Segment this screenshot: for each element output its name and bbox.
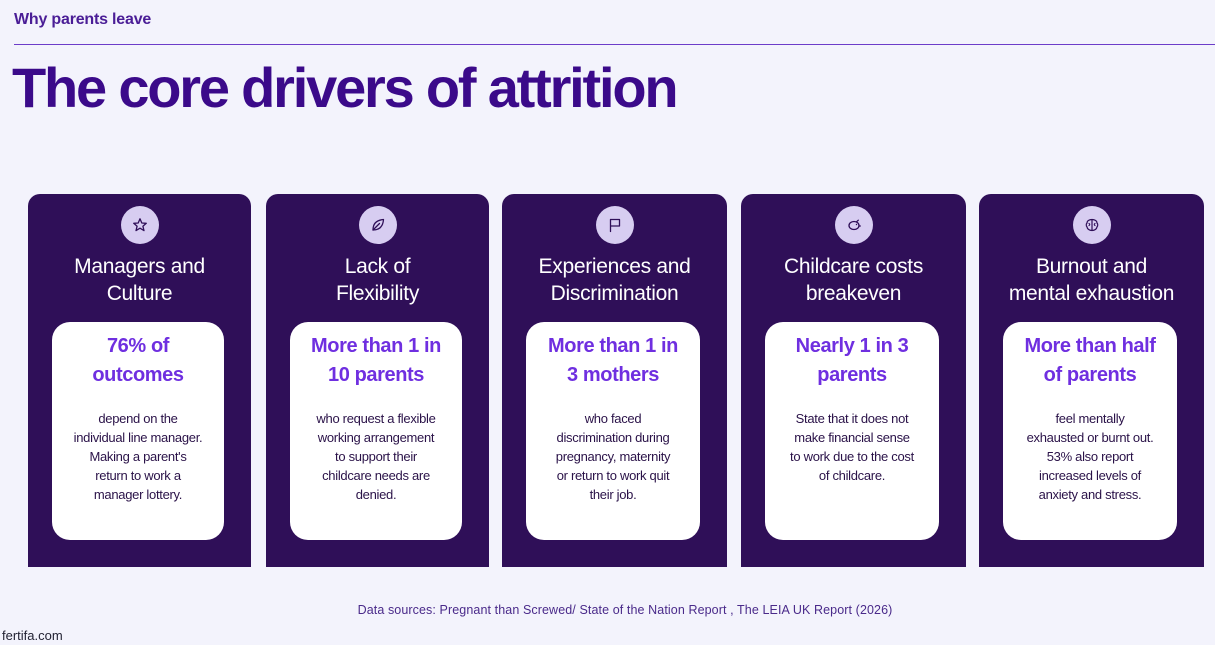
card-title: Burnout and mental exhaustion	[1008, 255, 1175, 305]
stat-description: feel mentally exhausted or burnt out. 53…	[1026, 411, 1154, 502]
stat-value: More than half of parents	[1024, 335, 1156, 386]
stat-description: depend on the individual line manager. M…	[73, 411, 203, 502]
stat-box: More than half of parents feel mentally …	[1003, 322, 1177, 540]
stat-value: 76% of outcomes	[92, 335, 184, 386]
flag-icon	[595, 206, 634, 244]
card-title: Childcare costs breakeven	[783, 255, 924, 305]
card-managers-culture: Managers and Culture 76% of outcomes dep…	[28, 194, 251, 567]
stat-box: More than 1 in 3 mothers who faced discr…	[526, 322, 700, 540]
stat-description: State that it does not make financial se…	[790, 411, 914, 483]
header-divider	[14, 44, 1215, 45]
card-experiences-discrimination: Experiences and Discrimination More than…	[502, 194, 727, 567]
brain-icon	[1072, 206, 1111, 244]
stat-value: More than 1 in 3 mothers	[548, 335, 678, 386]
card-title: Experiences and Discrimination	[538, 255, 691, 305]
stat-box: 76% of outcomes depend on the individual…	[52, 322, 224, 540]
stat-description: who request a flexible working arrangeme…	[316, 411, 436, 502]
stat-box: Nearly 1 in 3 parents State that it does…	[765, 322, 939, 540]
stat-description: who faced discrimination during pregnanc…	[555, 411, 671, 502]
data-sources: Data sources: Pregnant than Screwed/ Sta…	[357, 603, 893, 617]
stat-box: More than 1 in 10 parents who request a …	[290, 322, 462, 540]
card-childcare-costs: Childcare costs breakeven Nearly 1 in 3 …	[741, 194, 966, 567]
card-burnout: Burnout and mental exhaustion More than …	[979, 194, 1204, 567]
site-link[interactable]: fertifa.com	[2, 628, 63, 643]
stat-value: More than 1 in 10 parents	[311, 335, 441, 386]
stat-value: Nearly 1 in 3 parents	[795, 335, 909, 386]
piggy-bank-icon	[834, 206, 873, 244]
star-icon	[120, 206, 159, 244]
card-lack-of-flexibility: Lack of Flexibility More than 1 in 10 pa…	[266, 194, 489, 567]
leaf-icon	[358, 206, 397, 244]
card-title: Lack of Flexibility	[335, 255, 420, 305]
page-title: The core drivers of attrition	[12, 56, 679, 119]
section-eyebrow: Why parents leave	[14, 11, 152, 28]
card-title: Managers and Culture	[74, 255, 205, 305]
